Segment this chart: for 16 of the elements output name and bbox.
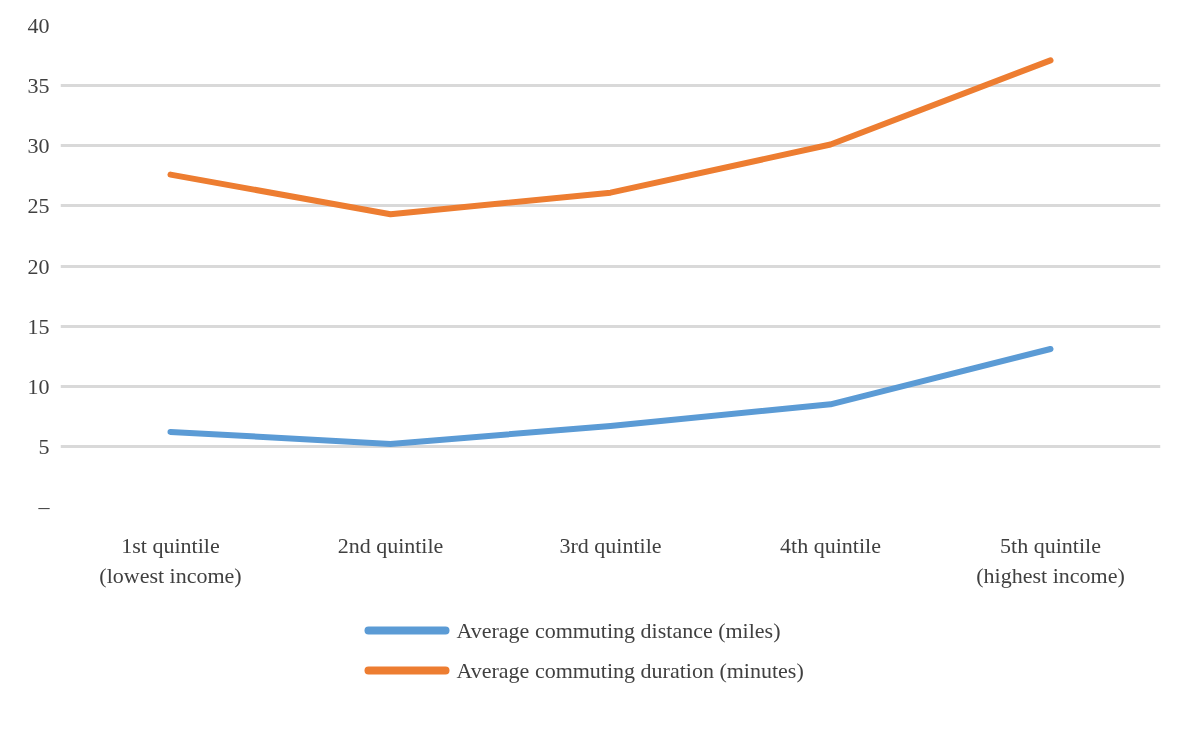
y-tick-label: 35 xyxy=(27,73,50,99)
y-tick-label: 20 xyxy=(27,253,50,279)
y-tick-label: 10 xyxy=(27,373,50,399)
x-tick-label: 1st quintile (lowest income) xyxy=(99,532,242,588)
y-tick-label: – xyxy=(37,494,51,519)
legend-label: Average commuting duration (minutes) xyxy=(456,658,804,683)
x-tick-label: 2nd quintile xyxy=(337,532,444,558)
y-tick-label: 40 xyxy=(27,13,50,38)
x-tick-label: 4th quintile xyxy=(780,532,881,558)
x-tick-label: 3rd quintile xyxy=(559,532,662,558)
legend-label: Average commuting distance (miles) xyxy=(456,618,781,643)
y-tick-label: 25 xyxy=(27,193,50,219)
y-tick-label: 5 xyxy=(38,433,50,459)
y-tick-label: 30 xyxy=(27,133,50,159)
x-tick-label: 5th quintile (highest income) xyxy=(976,532,1125,588)
y-tick-label: 15 xyxy=(27,313,50,339)
